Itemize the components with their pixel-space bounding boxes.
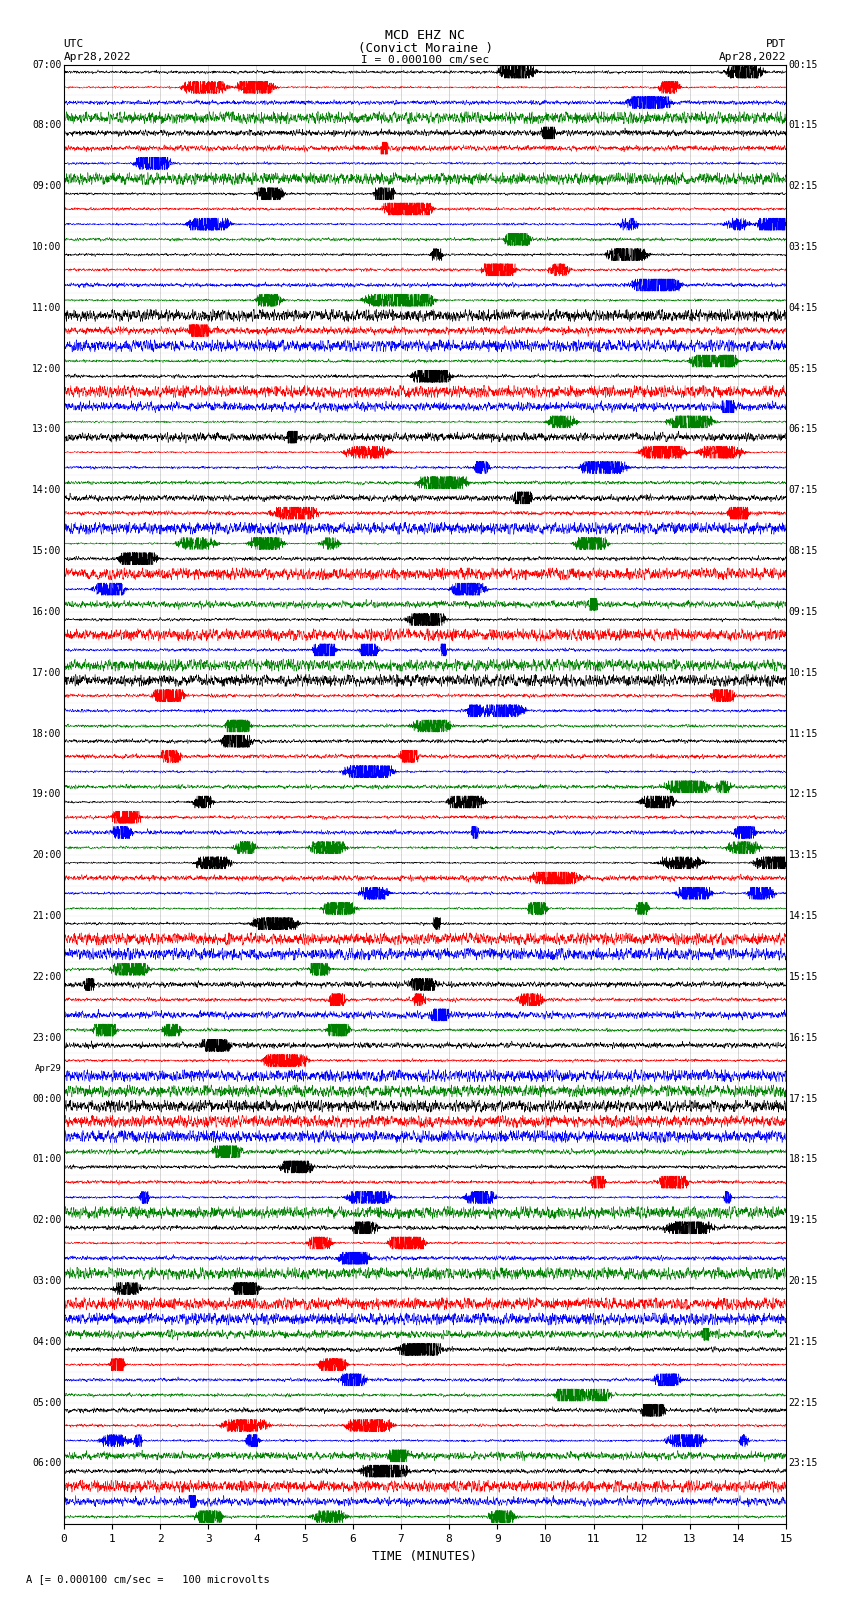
Text: 09:00: 09:00 [32, 181, 61, 192]
Text: 16:15: 16:15 [789, 1032, 818, 1042]
Text: 17:15: 17:15 [789, 1094, 818, 1103]
Text: A [= 0.000100 cm/sec =   100 microvolts: A [= 0.000100 cm/sec = 100 microvolts [26, 1574, 269, 1584]
Text: 03:00: 03:00 [32, 1276, 61, 1286]
Text: Apr29: Apr29 [35, 1063, 61, 1073]
Text: 22:15: 22:15 [789, 1397, 818, 1408]
X-axis label: TIME (MINUTES): TIME (MINUTES) [372, 1550, 478, 1563]
Text: 13:00: 13:00 [32, 424, 61, 434]
Text: 14:00: 14:00 [32, 486, 61, 495]
Text: 23:15: 23:15 [789, 1458, 818, 1468]
Text: 15:00: 15:00 [32, 547, 61, 556]
Text: 01:00: 01:00 [32, 1155, 61, 1165]
Text: 06:15: 06:15 [789, 424, 818, 434]
Text: 04:15: 04:15 [789, 303, 818, 313]
Text: 12:15: 12:15 [789, 789, 818, 800]
Text: 01:15: 01:15 [789, 121, 818, 131]
Text: 22:00: 22:00 [32, 973, 61, 982]
Text: 20:00: 20:00 [32, 850, 61, 860]
Text: 02:15: 02:15 [789, 181, 818, 192]
Text: 00:00: 00:00 [32, 1094, 61, 1103]
Text: 14:15: 14:15 [789, 911, 818, 921]
Text: 12:00: 12:00 [32, 363, 61, 374]
Text: 04:00: 04:00 [32, 1337, 61, 1347]
Text: 05:15: 05:15 [789, 363, 818, 374]
Text: 13:15: 13:15 [789, 850, 818, 860]
Text: 03:15: 03:15 [789, 242, 818, 252]
Text: 07:00: 07:00 [32, 60, 61, 69]
Text: 10:00: 10:00 [32, 242, 61, 252]
Text: PDT: PDT [766, 39, 786, 48]
Text: 08:15: 08:15 [789, 547, 818, 556]
Text: 18:00: 18:00 [32, 729, 61, 739]
Text: 06:00: 06:00 [32, 1458, 61, 1468]
Text: Apr28,2022: Apr28,2022 [64, 52, 131, 61]
Text: 15:15: 15:15 [789, 973, 818, 982]
Text: 19:15: 19:15 [789, 1215, 818, 1226]
Text: 19:00: 19:00 [32, 789, 61, 800]
Text: 08:00: 08:00 [32, 121, 61, 131]
Text: (Convict Moraine ): (Convict Moraine ) [358, 42, 492, 55]
Text: 16:00: 16:00 [32, 606, 61, 616]
Text: I = 0.000100 cm/sec: I = 0.000100 cm/sec [361, 55, 489, 65]
Text: 11:15: 11:15 [789, 729, 818, 739]
Text: 17:00: 17:00 [32, 668, 61, 677]
Text: 09:15: 09:15 [789, 606, 818, 616]
Text: 18:15: 18:15 [789, 1155, 818, 1165]
Text: 00:15: 00:15 [789, 60, 818, 69]
Text: MCD EHZ NC: MCD EHZ NC [385, 29, 465, 42]
Text: Apr28,2022: Apr28,2022 [719, 52, 786, 61]
Text: 23:00: 23:00 [32, 1032, 61, 1042]
Text: 21:00: 21:00 [32, 911, 61, 921]
Text: 07:15: 07:15 [789, 486, 818, 495]
Text: 20:15: 20:15 [789, 1276, 818, 1286]
Text: 05:00: 05:00 [32, 1397, 61, 1408]
Text: UTC: UTC [64, 39, 84, 48]
Text: 02:00: 02:00 [32, 1215, 61, 1226]
Text: 11:00: 11:00 [32, 303, 61, 313]
Text: 10:15: 10:15 [789, 668, 818, 677]
Text: 21:15: 21:15 [789, 1337, 818, 1347]
